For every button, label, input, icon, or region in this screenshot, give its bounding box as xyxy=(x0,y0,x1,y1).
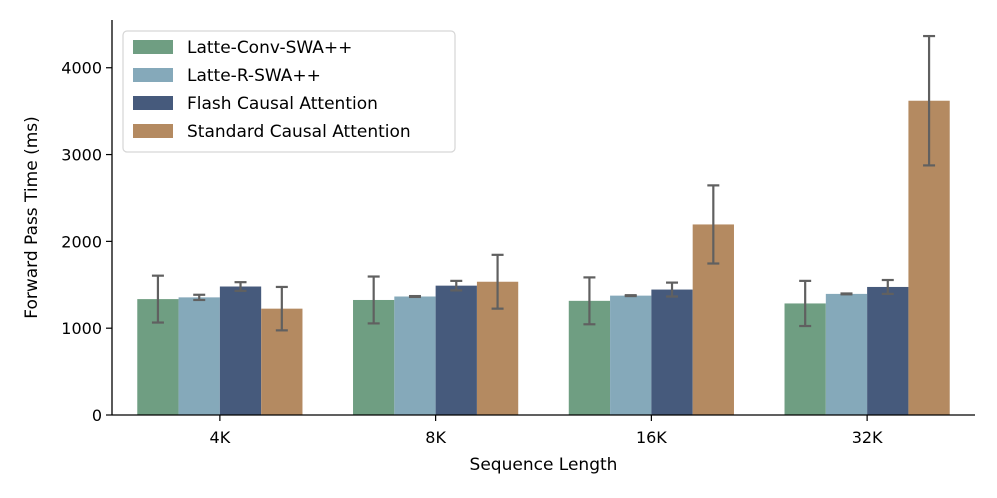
legend-label: Standard Causal Attention xyxy=(187,122,411,142)
axes xyxy=(111,20,975,416)
x-ticks: 4K 8K 16K 32K xyxy=(210,415,883,447)
legend-box xyxy=(122,30,456,153)
bar-4K-latte-r-swa- xyxy=(178,297,220,415)
y-tick-label: 3000 xyxy=(61,146,102,165)
error-bars-layer xyxy=(151,34,936,332)
x-axis-label: Sequence Length xyxy=(470,455,618,475)
legend-label: Latte-R-SWA++ xyxy=(187,66,321,86)
x-tick-label: 4K xyxy=(210,428,231,447)
x-tick-label: 16K xyxy=(636,428,667,447)
legend: Latte-Conv-SWA++ Latte-R-SWA++ Flash Causa… xyxy=(122,30,456,153)
bar-16K-flash-causal-attention xyxy=(651,289,693,415)
bars-layer xyxy=(137,100,950,415)
legend-swatch xyxy=(133,124,173,138)
bar-16K-latte-r-swa- xyxy=(610,295,652,415)
y-tick-label: 0 xyxy=(92,406,102,425)
bar-8K-latte-r-swa- xyxy=(394,296,436,415)
x-tick-label: 32K xyxy=(852,428,883,447)
legend-swatch xyxy=(133,96,173,110)
y-tick-label: 2000 xyxy=(61,232,102,251)
y-ticks: 0 1000 2000 3000 4000 xyxy=(61,59,112,425)
bar-32K-flash-causal-attention xyxy=(867,286,909,415)
bar-4K-flash-causal-attention xyxy=(219,286,262,415)
x-tick-label: 8K xyxy=(425,428,446,447)
y-axis-label: Forward Pass Time (ms) xyxy=(22,116,42,318)
legend-swatch xyxy=(133,68,173,82)
legend-label: Flash Causal Attention xyxy=(187,94,378,114)
y-tick-label: 4000 xyxy=(61,59,102,78)
bar-32K-latte-r-swa- xyxy=(825,293,868,415)
legend-label: Latte-Conv-SWA++ xyxy=(187,38,352,58)
legend-swatch xyxy=(133,40,173,54)
y-tick-label: 1000 xyxy=(61,319,102,338)
bar-8K-flash-causal-attention xyxy=(435,285,477,415)
